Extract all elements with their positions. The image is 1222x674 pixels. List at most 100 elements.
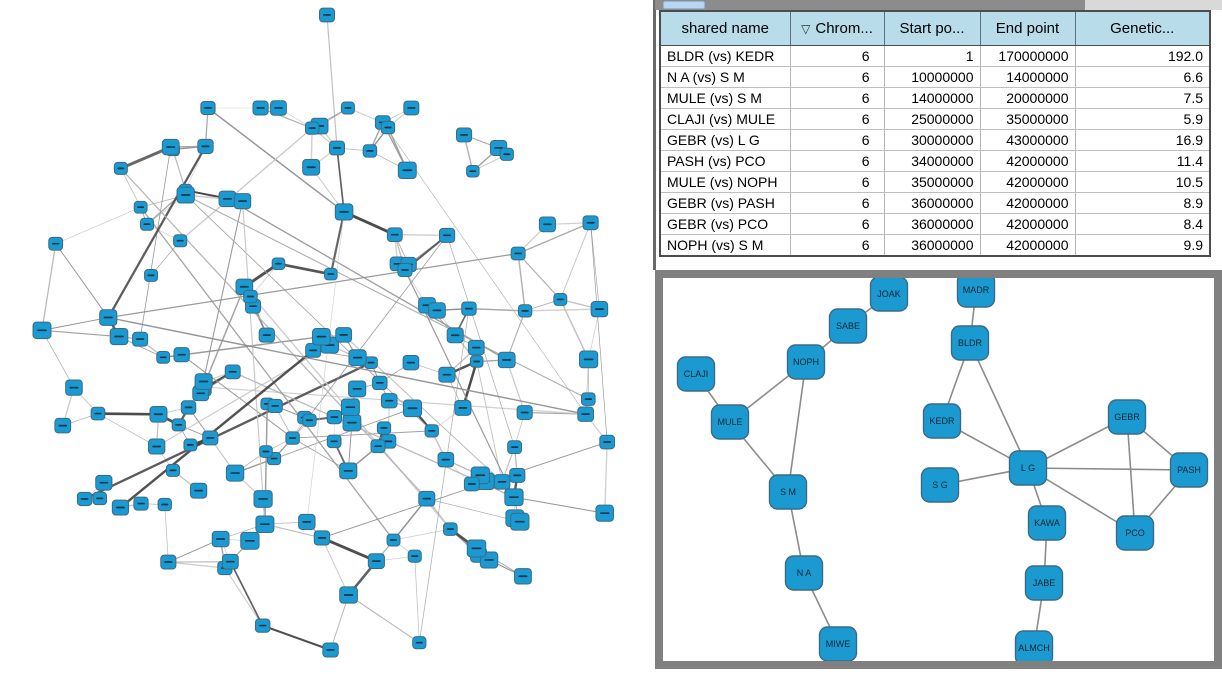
network-node[interactable] (149, 439, 165, 454)
network-node[interactable] (373, 376, 387, 389)
filter-funnel-icon[interactable]: ▽ (801, 22, 810, 36)
network-node[interactable] (323, 643, 338, 657)
network-node[interactable] (470, 356, 483, 368)
network-node[interactable] (244, 290, 257, 302)
network-node[interactable] (286, 432, 299, 444)
subnetwork-node-sg[interactable]: S G (922, 468, 959, 502)
network-node[interactable] (150, 406, 167, 422)
network-node[interactable] (363, 145, 376, 157)
network-node[interactable] (387, 228, 402, 242)
subnetwork-node-lg[interactable]: L G (1010, 451, 1047, 485)
network-node[interactable] (272, 258, 285, 270)
network-node[interactable] (468, 340, 484, 354)
network-node[interactable] (600, 435, 615, 449)
network-node[interactable] (510, 468, 525, 482)
network-node[interactable] (219, 191, 236, 206)
column-header-chrom---[interactable]: ▽Chrom... (790, 11, 884, 46)
network-node[interactable] (343, 414, 361, 430)
subnetwork-node-almch[interactable]: ALMCH (1016, 631, 1053, 661)
network-node[interactable] (515, 569, 532, 584)
network-node[interactable] (387, 534, 400, 546)
network-node[interactable] (518, 305, 531, 317)
network-node[interactable] (368, 554, 384, 569)
subnetwork-edge[interactable] (788, 362, 806, 492)
network-node[interactable] (341, 399, 359, 416)
network-node[interactable] (583, 216, 598, 230)
column-header-start-po---[interactable]: Start po... (884, 11, 980, 46)
network-node[interactable] (112, 500, 128, 515)
subnetwork-node-sm[interactable]: S M (770, 475, 807, 509)
network-node[interactable] (330, 141, 345, 155)
network-node[interactable] (340, 463, 357, 479)
network-node[interactable] (320, 8, 335, 22)
network-node[interactable] (404, 101, 419, 115)
network-node[interactable] (439, 228, 454, 242)
network-node[interactable] (336, 328, 352, 343)
network-node[interactable] (327, 435, 341, 448)
subnetwork-node-claji[interactable]: CLAJI (678, 357, 715, 391)
network-node[interactable] (554, 294, 567, 306)
network-node[interactable] (517, 406, 532, 420)
network-node[interactable] (203, 431, 218, 445)
column-header-shared-name[interactable]: shared name (660, 11, 790, 46)
network-node[interactable] (403, 355, 419, 369)
network-node[interactable] (184, 439, 197, 451)
network-node[interactable] (439, 367, 455, 382)
subnetwork-node-joak[interactable]: JOAK (871, 278, 908, 311)
subnetwork-node-pco[interactable]: PCO (1117, 516, 1154, 550)
subnetwork-node-gebr[interactable]: GEBR (1109, 400, 1146, 434)
network-node[interactable] (467, 540, 485, 557)
network-node[interactable] (341, 102, 354, 114)
subnetwork-edge[interactable] (1028, 468, 1189, 470)
subnetwork-node-miwe[interactable]: MIWE (820, 627, 857, 661)
network-node[interactable] (255, 619, 269, 632)
network-node[interactable] (505, 489, 523, 506)
network-node[interactable] (162, 139, 179, 154)
subnetwork-node-kawa[interactable]: KAWA (1029, 506, 1066, 540)
network-node[interactable] (55, 418, 71, 433)
network-node[interactable] (198, 139, 213, 153)
network-node[interactable] (226, 465, 243, 481)
network-node[interactable] (381, 121, 394, 133)
network-node[interactable] (134, 201, 147, 213)
network-node[interactable] (177, 187, 194, 203)
subnetwork-node-pash[interactable]: PASH (1171, 453, 1208, 487)
network-node[interactable] (582, 393, 596, 406)
network-node[interactable] (413, 637, 426, 649)
network-node[interactable] (172, 419, 185, 431)
subnetwork-node-sabe[interactable]: SABE (830, 309, 867, 343)
network-node[interactable] (195, 374, 212, 390)
network-node[interactable] (327, 411, 341, 424)
network-node[interactable] (498, 352, 515, 367)
network-node[interactable] (110, 328, 128, 344)
horizontal-scrollbar-thumb[interactable] (655, 0, 1085, 10)
column-header-end-point[interactable]: End point (980, 11, 1075, 46)
network-node[interactable] (260, 446, 273, 458)
network-node[interactable] (596, 505, 614, 521)
subnetwork-node-mule[interactable]: MULE (712, 405, 749, 439)
network-node[interactable] (100, 310, 117, 326)
network-node[interactable] (365, 357, 378, 369)
network-node[interactable] (174, 348, 189, 362)
network-node[interactable] (500, 148, 513, 160)
network-node[interactable] (166, 464, 179, 476)
network-node[interactable] (340, 587, 358, 603)
network-node[interactable] (77, 492, 91, 505)
network-node[interactable] (201, 101, 215, 114)
network-node[interactable] (371, 440, 385, 453)
network-node[interactable] (447, 328, 463, 343)
network-node[interactable] (145, 269, 158, 281)
network-node[interactable] (241, 532, 259, 549)
network-node[interactable] (398, 162, 416, 178)
network-node[interactable] (190, 483, 206, 498)
network-node[interactable] (403, 400, 421, 417)
subnetwork-node-na[interactable]: N A (786, 556, 823, 590)
network-node[interactable] (157, 351, 170, 363)
network-node[interactable] (174, 235, 187, 247)
network-node[interactable] (253, 101, 268, 115)
network-node[interactable] (268, 399, 282, 412)
